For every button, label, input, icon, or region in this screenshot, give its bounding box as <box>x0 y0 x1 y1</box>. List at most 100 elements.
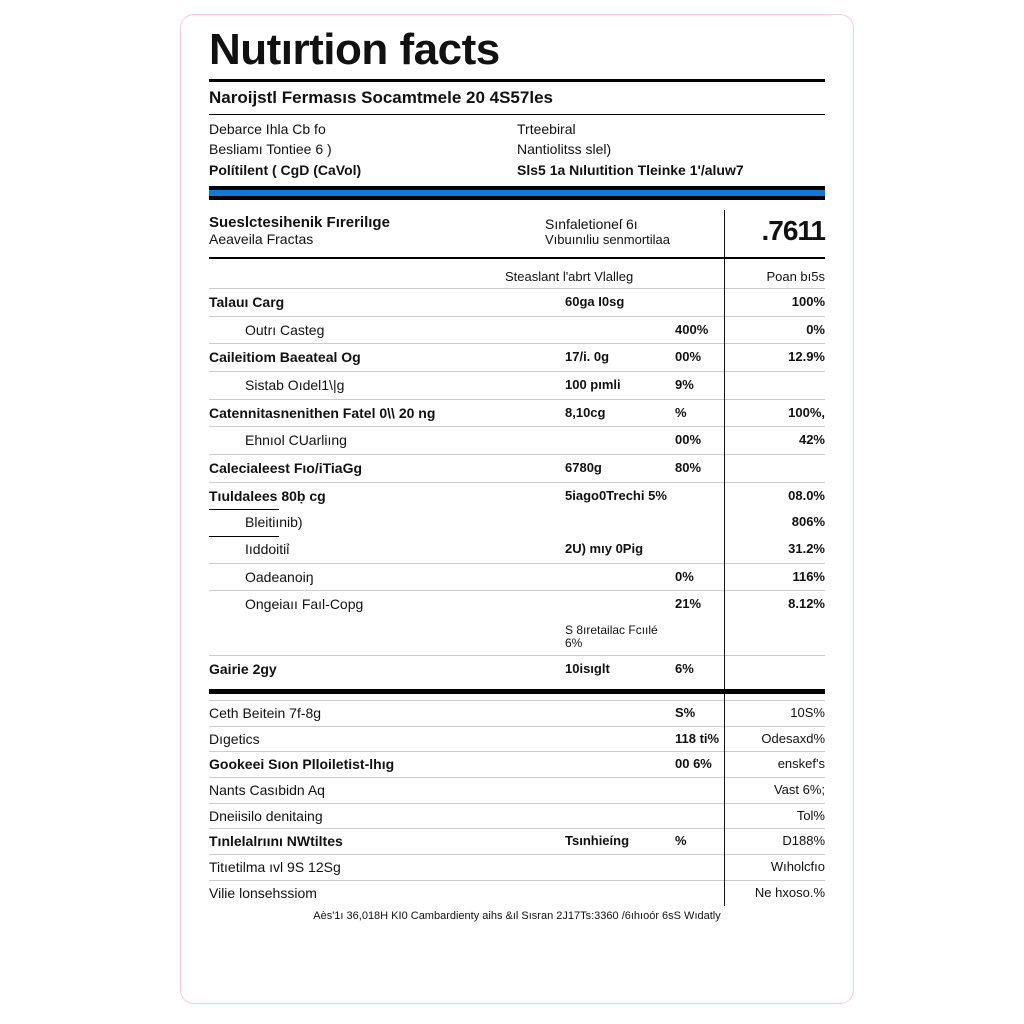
table-row: Bleitiınib)806% <box>209 509 825 536</box>
row-pct: 9% <box>675 378 735 393</box>
row-amount <box>565 515 675 530</box>
row-pct <box>675 542 735 557</box>
row-dv: 100% <box>735 295 825 310</box>
meta-left-1: Besliamı Tontiee 6 ) <box>209 139 517 159</box>
table-row: Ceth Beitein 7f-8gS%10S% <box>209 700 825 726</box>
row-dv: D188% <box>735 834 825 849</box>
row-dv <box>735 378 825 393</box>
row-amount: S 8ıretailac Fcıılé 6% <box>565 624 675 649</box>
row-amount <box>565 323 675 338</box>
section-header-left: Sueslctesihenik Fırerilıge Aeaveila Frac… <box>209 214 545 247</box>
section-header-mid: Sınfaletioneſ 6ı Vıbuınıliu senmortilaa <box>545 216 725 247</box>
meta-right-2: Sls5 1a Nıluıtition Tleinke 1'/aluw7 <box>517 160 825 180</box>
row-amount <box>565 706 675 721</box>
row-pct <box>675 624 735 649</box>
table-row: Tıuldalees 80ḅ cg5iago0Trechi 5% 08.0% <box>209 482 825 510</box>
row-name: Talauı Carg <box>209 295 565 310</box>
row-pct: 6% <box>675 662 735 677</box>
row-dv <box>735 461 825 476</box>
row-dv: Wıholcfıo <box>735 860 825 875</box>
table-row: Gookeei Sıon Plloiletist-lhıg00 6%enskef… <box>209 751 825 777</box>
row-dv <box>735 624 825 649</box>
row-dv: Tol% <box>735 809 825 824</box>
row-name: Gookeei Sıon Plloiletist-lhıg <box>209 757 565 772</box>
table-row: Nants Casıbidn AqVast 6%; <box>209 777 825 803</box>
row-pct: 400% <box>675 323 735 338</box>
row-amount: Tsınhieíng <box>565 834 675 849</box>
row-name: Tıuldalees 80ḅ cg <box>209 489 565 504</box>
row-dv: Odesaxd% <box>735 732 825 747</box>
row-dv: 8.12% <box>735 597 825 612</box>
sh-left-2: Aeaveila Fractas <box>209 231 545 247</box>
sh-left-1: Sueslctesihenik Fırerilıge <box>209 214 545 231</box>
row-amount <box>565 597 675 612</box>
table-row: Ehnıol CUarliıng00%42% <box>209 426 825 454</box>
table-row: Vilie lonsehssiomNe hxoso.% <box>209 880 825 906</box>
row-amount <box>565 732 675 747</box>
row-dv <box>735 662 825 677</box>
section-header: Sueslctesihenik Fırerilıge Aeaveila Frac… <box>209 210 825 253</box>
table-row: Ongeiaıı Faıl-Copg21%8.12% <box>209 590 825 618</box>
row-name: Catennitasnenithen Fatel 0\\ 20 ng <box>209 406 565 421</box>
row-name: Vilie lonsehssiom <box>209 886 565 901</box>
row-name: Titıetilma ıvl 9S 12Sg <box>209 860 565 875</box>
table-row: S 8ıretailac Fcıılé 6% <box>209 618 825 655</box>
colhead-value: Steaslant l'abrt Vlalleg <box>505 269 675 284</box>
meta-right: Trteebiral Nantiolitss slel) Sls5 1a Nıl… <box>517 119 825 180</box>
row-pct: 118 ti% <box>675 732 735 747</box>
row-dv: 0% <box>735 323 825 338</box>
main-table-wrap: Sueslctesihenik Fırerilıge Aeaveila Frac… <box>209 210 825 906</box>
row-pct: 00% <box>675 350 735 365</box>
row-name <box>209 624 565 649</box>
row-dv: 116% <box>735 570 825 585</box>
row-pct: 0% <box>675 570 735 585</box>
row-amount <box>565 809 675 824</box>
row-name: Bleitiınib) <box>209 515 565 530</box>
row-dv: 10S% <box>735 706 825 721</box>
row-pct <box>675 295 735 310</box>
table-row: Catennitasnenithen Fatel 0\\ 20 ng8,10cg… <box>209 399 825 427</box>
nutrient-rows: Talauı Carg60ga I0sg 100% Outrı Casteg 400%… <box>209 288 825 683</box>
row-name: Ceth Beitein 7f-8g <box>209 706 565 721</box>
colhead-dv: Poan bı5s <box>735 269 825 284</box>
meta-left-2: Polítilent ( CgD (CaVol) <box>209 160 517 180</box>
row-pct <box>675 809 735 824</box>
footnote: Aès'1ı 36,018H KI0 Cambardienty aihs &ıl… <box>209 910 825 922</box>
table-row: Oadeanoiŋ0%116% <box>209 563 825 591</box>
row-amount: 2U) mıy 0Pig <box>565 542 675 557</box>
meta-block: Debarce Ihla Cb fo Besliamı Tontiee 6 ) … <box>209 119 825 180</box>
row-amount <box>565 757 675 772</box>
table-row: Talauı Carg60ga I0sg 100% <box>209 288 825 316</box>
row-name: Dıgetics <box>209 732 565 747</box>
row-pct <box>675 886 735 901</box>
subtitle: Naroĳstl Fermasıs Socamtmele 20 4S57les <box>209 88 825 108</box>
row-amount: 100 pımli <box>565 378 675 393</box>
row-name: Gairie 2gy <box>209 662 565 677</box>
row-dv: Vast 6%; <box>735 783 825 798</box>
row-pct: % <box>675 406 735 421</box>
row-dv: 31.2% <box>735 542 825 557</box>
row-pct: % <box>675 834 735 849</box>
table-row: Titıetilma ıvl 9S 12Sg Wıholcfıo <box>209 854 825 880</box>
row-amount: 8,10cg <box>565 406 675 421</box>
rule-top <box>209 79 825 82</box>
row-dv: 12.9% <box>735 350 825 365</box>
table-row: Tınlelalrıını NWtiltesTsınhieíng%D188% <box>209 828 825 854</box>
row-dv: 08.0% <box>735 489 825 504</box>
row-name: Iıddoitiỉ <box>209 542 565 557</box>
row-name: Ehnıol CUarliıng <box>209 433 565 448</box>
title: Nutırtion facts <box>209 25 825 75</box>
row-amount: 17/i. 0g <box>565 350 675 365</box>
row-amount: 10isıglt <box>565 662 675 677</box>
row-dv: enskef's <box>735 757 825 772</box>
row-amount: 5iago0Trechi 5% <box>565 489 675 504</box>
row-pct <box>675 783 735 798</box>
row-name: Caileitiom Baeateal Og <box>209 350 565 365</box>
table-row: Calecialeest Fıo/iTiaGg6780g80% <box>209 454 825 482</box>
table-row: Outrı Casteg 400%0% <box>209 316 825 344</box>
row-amount <box>565 783 675 798</box>
row-amount: 60ga I0sg <box>565 295 675 310</box>
row-dv: 42% <box>735 433 825 448</box>
column-header: Steaslant l'abrt Vlalleg Poan bı5s <box>209 263 825 288</box>
row-name: Outrı Casteg <box>209 323 565 338</box>
